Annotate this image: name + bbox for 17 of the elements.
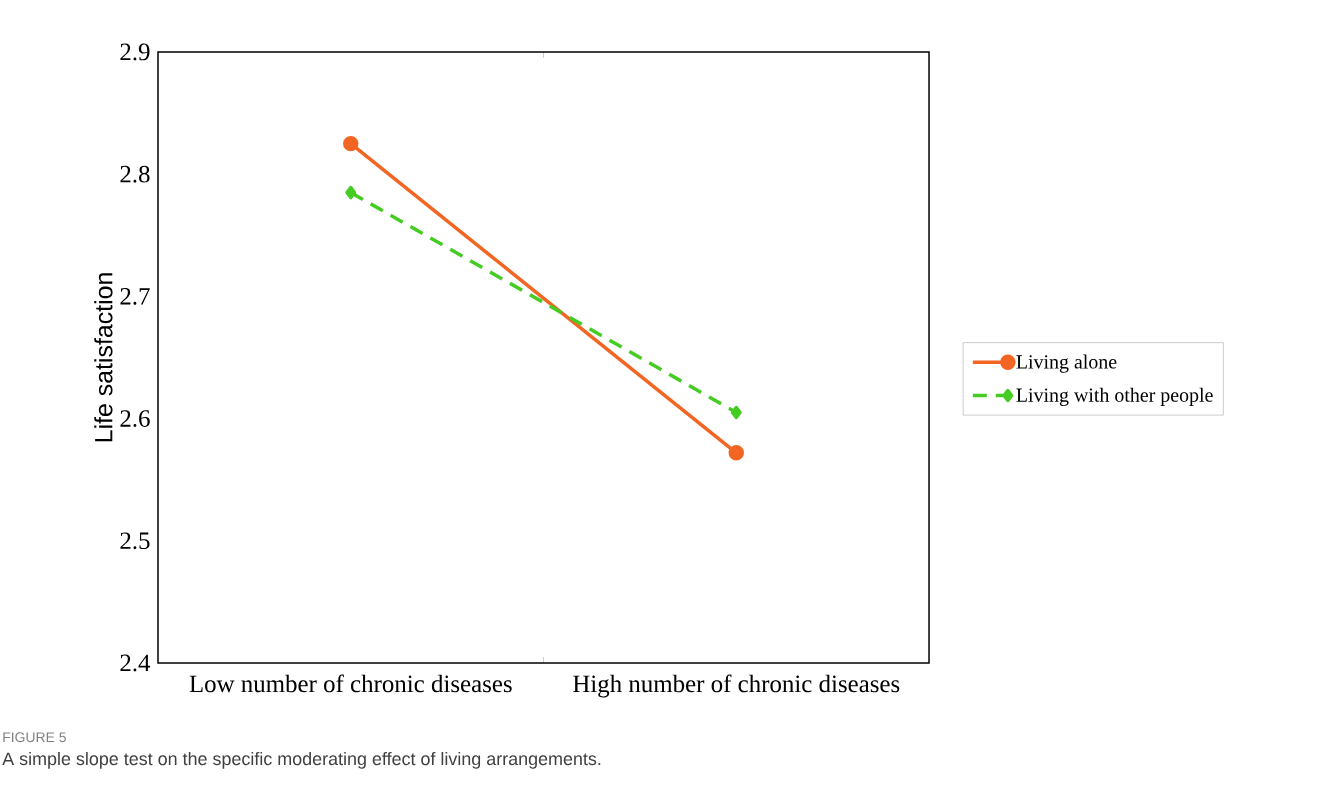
legend-label: Living alone <box>1016 354 1117 373</box>
y-tick-label: 2.4 <box>120 654 151 672</box>
x-tick-label: High number of chronic diseases <box>573 674 900 698</box>
x-tick-label: Low number of chronic diseases <box>189 674 512 693</box>
y-tick-label: 2.6 <box>120 410 150 428</box>
point <box>343 135 359 152</box>
y-tick-label: 2.5 <box>120 532 150 550</box>
y-tick-label: 2.7 <box>120 287 150 305</box>
y-axis-title: Life satisfaction <box>94 273 113 442</box>
legend-label: Living with other people <box>1016 387 1213 406</box>
y-tick-label: 2.8 <box>120 165 150 183</box>
y-tick-label: 2.9 <box>120 43 150 61</box>
point <box>345 185 357 200</box>
caption: FIGURE 5 <box>3 732 66 743</box>
text: A simple slope test on the specific moderating effect of living arrangements. <box>2 752 601 769</box>
point <box>728 445 744 461</box>
point <box>730 405 742 420</box>
